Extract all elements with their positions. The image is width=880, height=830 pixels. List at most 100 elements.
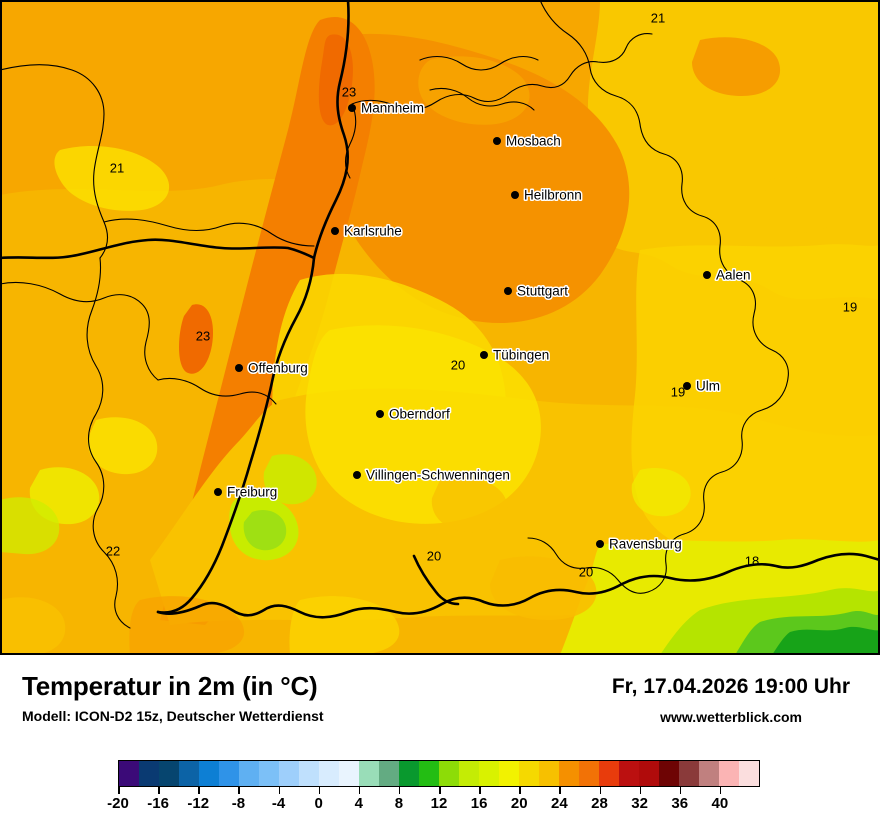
colorbar-swatch [619, 761, 639, 786]
city-marker[interactable]: Mannheim [348, 99, 426, 117]
colorbar-tick [358, 787, 361, 794]
colorbar-swatch [659, 761, 679, 786]
colorbar-swatch [539, 761, 559, 786]
colorbar-tick-label: 8 [394, 795, 404, 812]
colorbar-swatch [319, 761, 339, 786]
city-dot-icon [683, 382, 691, 390]
city-dot-icon [703, 271, 711, 279]
city-marker[interactable]: Freiburg [214, 483, 279, 501]
city-dot-icon [331, 227, 339, 235]
city-marker[interactable]: Villingen-Schwenningen [353, 466, 511, 484]
city-marker[interactable]: Heilbronn [511, 186, 583, 204]
colorbar-tick-label: 32 [631, 795, 648, 812]
colorbar-swatch [139, 761, 159, 786]
city-label: Aalen [716, 268, 751, 283]
colorbar-tick [158, 787, 160, 794]
city-marker-group[interactable]: Mannheim Mosbach Heilbronn Karlsruhe Stuttga… [214, 99, 752, 553]
colorbar-swatch [459, 761, 479, 786]
colorbar-tick-label: 0 [314, 795, 323, 812]
colorbar-swatch [519, 761, 539, 786]
city-marker[interactable]: Oberndorf [376, 405, 452, 423]
contour-value-label: 22 [106, 543, 120, 558]
colorbar-tick [439, 787, 441, 794]
city-label: Karlsruhe [344, 224, 402, 239]
model-subtitle: Modell: ICON-D2 15z, Deutscher Wetterdie… [22, 708, 324, 724]
city-label: Oberndorf [389, 407, 450, 422]
contour-value-label: 20 [451, 357, 465, 372]
colorbar-tick-label: 28 [591, 795, 608, 812]
temperature-map[interactable]: 23 21 21 23 22 20 19 19 20 20 18 Mannheim Mosbach He… [0, 0, 880, 655]
colorbar-tick-label: 16 [470, 795, 488, 812]
colorbar-tick-label: 12 [430, 795, 448, 812]
colorbar-swatch [299, 761, 319, 786]
colorbar-swatch [119, 761, 139, 786]
city-marker[interactable]: Mosbach [493, 132, 562, 150]
colorbar-tick-label: 40 [711, 795, 729, 812]
city-marker[interactable]: Tübingen [480, 346, 551, 364]
colorbar-tick-label: -4 [271, 795, 286, 812]
colorbar-swatch [599, 761, 619, 786]
website-url: www.wetterblick.com [660, 709, 802, 725]
colorbar-tick [278, 787, 280, 794]
colorbar-tick [479, 787, 481, 794]
colorbar-tick-label: -16 [147, 795, 169, 812]
contour-value-label: 23 [196, 328, 210, 343]
city-label: Tübingen [493, 348, 549, 363]
colorbar-tick [639, 787, 642, 794]
colorbar-tick [118, 787, 120, 794]
contour-value-label: 23 [342, 84, 356, 99]
city-label: Mannheim [361, 101, 424, 116]
colorbar-tick-labels: -20 -16 -12 -8 -4 0 4 8 12 16 20 24 28 32 36 40 [107, 795, 760, 815]
colorbar-swatch [499, 761, 519, 786]
colorbar-tick-label: -8 [231, 795, 246, 812]
colorbar-tick [679, 787, 682, 794]
city-label: Offenburg [248, 361, 308, 376]
colorbar-swatch [419, 761, 439, 786]
colorbar-swatch [399, 761, 419, 786]
colorbar-swatch [279, 761, 299, 786]
colorbar-swatch [199, 761, 219, 786]
city-marker[interactable]: Karlsruhe [331, 222, 403, 240]
colorbar-ticks [118, 787, 760, 795]
colorbar-swatch [379, 761, 399, 786]
city-dot-icon [376, 410, 384, 418]
colorbar-tick-label: 20 [510, 795, 528, 812]
colorbar-tick-label: 4 [354, 795, 363, 812]
city-marker[interactable]: Ravensburg [596, 535, 683, 553]
city-dot-icon [480, 351, 488, 359]
colorbar-tick [559, 787, 561, 794]
colorbar-swatch [219, 761, 239, 786]
colorbar-swatches[interactable] [118, 760, 760, 787]
page-title: Temperatur in 2m (in °C) [22, 671, 318, 701]
valid-datetime: Fr, 17.04.2026 19:00 Uhr [611, 675, 850, 698]
city-dot-icon [235, 364, 243, 372]
city-label: Heilbronn [524, 188, 582, 203]
city-dot-icon [348, 104, 356, 112]
colorbar-swatch [239, 761, 259, 786]
city-marker[interactable]: Aalen [703, 266, 752, 284]
city-marker[interactable]: Offenburg [235, 359, 309, 377]
temperature-field [0, 0, 880, 655]
city-marker[interactable]: Ulm [683, 377, 722, 395]
city-dot-icon [493, 137, 501, 145]
contour-value-label: 18 [745, 553, 759, 568]
colorbar-swatch [719, 761, 739, 786]
city-dot-icon [596, 540, 604, 548]
city-label: Villingen-Schwenningen [366, 468, 510, 483]
colorbar-tick-label: -20 [107, 795, 129, 812]
colorbar-swatch [339, 761, 359, 786]
colorbar-swatch [359, 761, 379, 786]
colorbar-swatch [679, 761, 699, 786]
city-label: Stuttgart [517, 284, 568, 299]
city-marker[interactable]: Stuttgart [504, 282, 570, 300]
colorbar-tick [519, 787, 521, 794]
footer-panel: Temperatur in 2m (in °C) Modell: ICON-D2… [0, 655, 880, 830]
contour-label-group: 23 21 21 23 22 20 19 19 20 20 18 [106, 10, 857, 579]
colorbar-swatch [159, 761, 179, 786]
colorbar-swatch [639, 761, 659, 786]
city-dot-icon [214, 488, 222, 496]
colorbar-swatch [479, 761, 499, 786]
colorbar-legend[interactable]: -20 -16 -12 -8 -4 0 4 8 12 16 20 24 28 32 36 40 [107, 760, 760, 815]
city-dot-icon [353, 471, 361, 479]
colorbar-tick-label: -12 [187, 795, 210, 812]
